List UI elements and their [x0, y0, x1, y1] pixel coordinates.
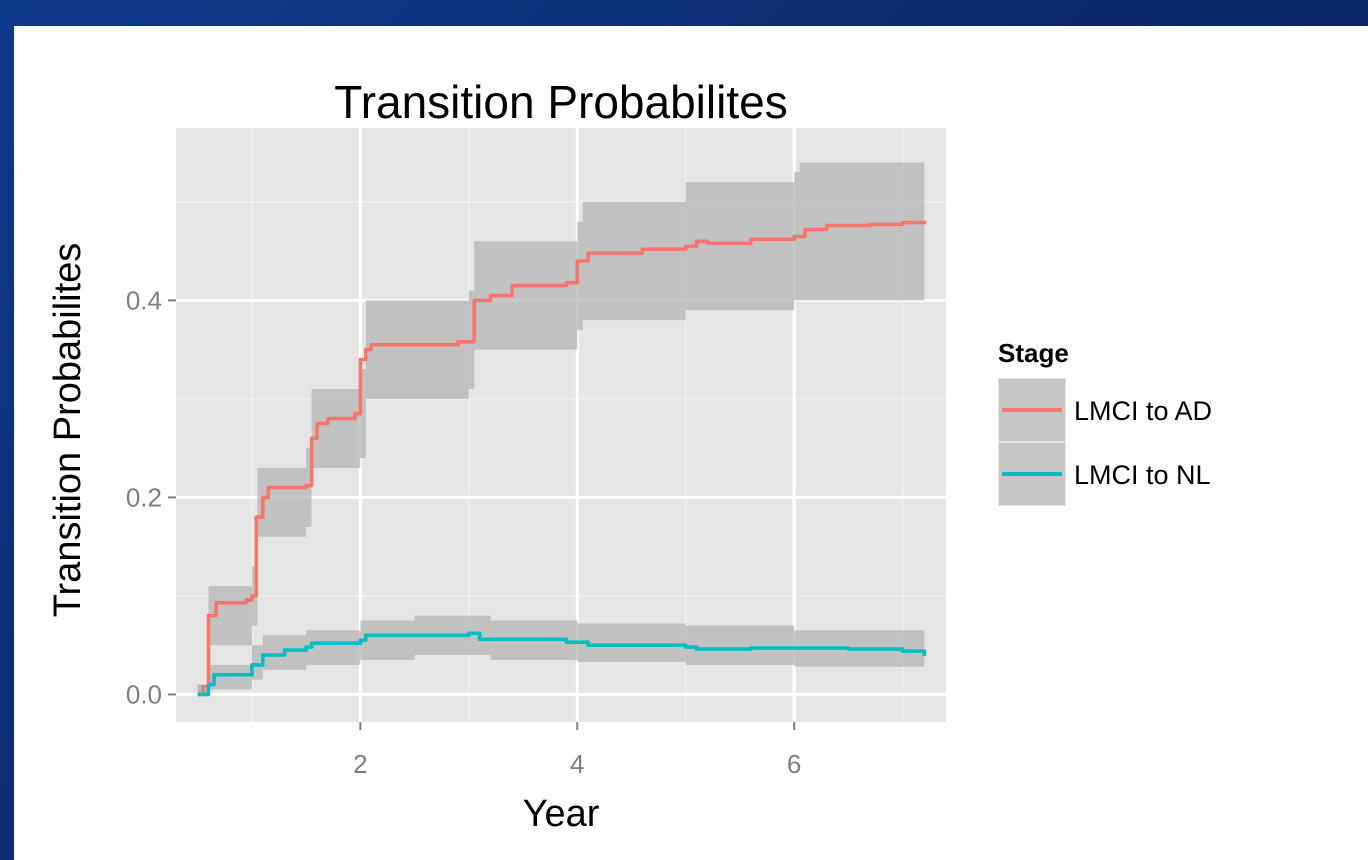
- confidence-band-lmci-to-ad: [197, 152, 925, 695]
- series-lines: [197, 220, 927, 697]
- y-tick-label: 0.0: [126, 679, 162, 709]
- legend-key: [997, 377, 1067, 443]
- y-tick-label: 0.4: [126, 285, 162, 315]
- legend: Stage LMCI to AD LMCI to NL: [997, 338, 1212, 507]
- chart-title: Transition Probabilites: [334, 76, 787, 128]
- x-axis-ticks: 2 4 6: [353, 722, 801, 779]
- series-line-lmci-to-nl: [197, 631, 927, 697]
- legend-label: LMCI to AD: [1074, 396, 1212, 426]
- x-axis-title: Year: [523, 793, 600, 835]
- y-axis-ticks: 0.0 0.2 0.4: [126, 285, 176, 709]
- legend-key: [997, 441, 1067, 507]
- series-line-lmci-to-ad: [197, 220, 927, 697]
- x-tick-label: 6: [787, 749, 801, 779]
- y-axis-title: Transition Probabilites: [47, 243, 89, 618]
- x-tick-label: 4: [570, 749, 584, 779]
- legend-title: Stage: [998, 338, 1069, 368]
- legend-label: LMCI to NL: [1074, 460, 1211, 490]
- y-tick-label: 0.2: [126, 482, 162, 512]
- x-tick-label: 2: [353, 749, 367, 779]
